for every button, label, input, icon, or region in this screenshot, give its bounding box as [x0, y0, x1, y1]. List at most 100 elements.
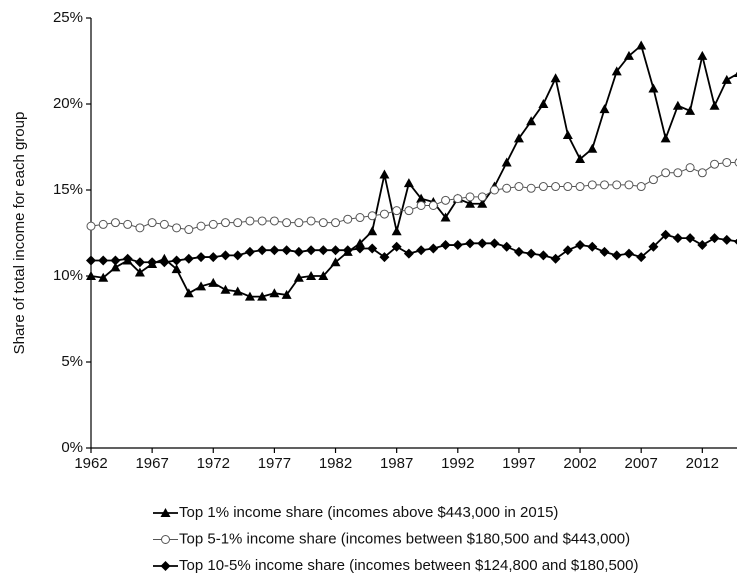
- x-tick-label: 1992: [441, 455, 474, 472]
- marker: [208, 252, 219, 263]
- marker: [367, 243, 378, 254]
- marker: [244, 291, 255, 301]
- marker: [110, 218, 120, 228]
- marker: [587, 143, 598, 153]
- marker: [453, 194, 463, 204]
- marker: [599, 246, 610, 257]
- marker: [183, 288, 194, 298]
- marker: [134, 267, 145, 277]
- marker: [379, 209, 389, 219]
- marker: [147, 257, 158, 268]
- marker: [526, 183, 536, 193]
- marker: [501, 241, 512, 252]
- marker: [354, 243, 365, 254]
- marker: [342, 245, 353, 256]
- marker: [611, 250, 622, 261]
- marker: [501, 157, 512, 167]
- marker: [331, 218, 341, 228]
- marker: [134, 257, 145, 268]
- marker: [623, 50, 634, 60]
- marker: [526, 248, 537, 259]
- x-tick-label: 1982: [319, 455, 352, 472]
- marker: [660, 229, 671, 240]
- marker: [220, 218, 230, 228]
- x-tick-label: 1987: [380, 455, 413, 472]
- marker: [281, 289, 292, 299]
- marker: [343, 214, 353, 224]
- marker: [587, 241, 598, 252]
- marker: [232, 286, 243, 296]
- marker: [697, 168, 707, 178]
- x-tick-label: 1997: [502, 455, 535, 472]
- series-line: [90, 161, 737, 231]
- marker: [330, 257, 341, 267]
- marker: [147, 218, 157, 228]
- marker: [220, 284, 231, 294]
- marker: [98, 219, 108, 229]
- marker: [318, 245, 329, 256]
- marker: [257, 291, 268, 301]
- marker: [208, 219, 218, 229]
- x-tick-label: 1962: [74, 455, 107, 472]
- marker: [416, 200, 426, 210]
- marker: [465, 238, 476, 249]
- marker: [660, 133, 671, 143]
- marker: [416, 193, 427, 203]
- marker: [672, 233, 683, 244]
- marker: [465, 198, 476, 208]
- marker: [562, 129, 573, 139]
- marker: [514, 182, 524, 192]
- marker: [672, 100, 683, 110]
- marker: [563, 182, 573, 192]
- marker: [648, 241, 659, 252]
- marker: [208, 277, 219, 287]
- marker: [538, 99, 549, 108]
- marker: [391, 226, 402, 236]
- marker: [123, 219, 133, 229]
- marker: [489, 185, 499, 195]
- marker: [232, 250, 243, 261]
- legend-item: Top 5-1% income share (incomes between $…: [153, 530, 630, 547]
- y-tick-label: 25%: [53, 9, 83, 26]
- marker: [354, 238, 365, 248]
- marker: [392, 206, 402, 216]
- x-tick-label: 1977: [258, 455, 291, 472]
- legend-marker: [160, 508, 171, 517]
- marker: [538, 250, 549, 261]
- marker: [685, 163, 695, 173]
- marker: [513, 133, 524, 143]
- marker: [122, 253, 133, 264]
- marker: [636, 40, 647, 50]
- marker: [575, 182, 585, 192]
- marker: [306, 216, 316, 226]
- marker: [404, 206, 414, 216]
- marker: [526, 116, 537, 126]
- marker: [330, 245, 341, 256]
- marker: [269, 288, 280, 298]
- marker: [428, 200, 438, 210]
- marker: [403, 178, 414, 188]
- marker: [416, 245, 427, 256]
- marker: [685, 233, 696, 244]
- marker: [220, 250, 231, 261]
- x-tick-label: 1972: [197, 455, 230, 472]
- marker: [293, 272, 304, 282]
- marker: [477, 198, 488, 208]
- marker: [86, 271, 96, 280]
- marker: [721, 234, 732, 245]
- marker: [697, 50, 708, 60]
- legend-label: Top 1% income share (incomes above $443,…: [179, 504, 558, 521]
- legend-marker: [160, 561, 171, 571]
- marker: [734, 71, 737, 78]
- marker: [293, 246, 304, 257]
- marker: [709, 100, 720, 110]
- marker: [318, 218, 328, 228]
- marker: [600, 180, 610, 190]
- x-tick-label: 1967: [135, 455, 168, 472]
- marker: [257, 216, 267, 226]
- marker: [722, 157, 732, 167]
- marker: [306, 245, 317, 256]
- y-axis-label: Share of total income for each group: [11, 112, 28, 355]
- marker: [403, 248, 414, 259]
